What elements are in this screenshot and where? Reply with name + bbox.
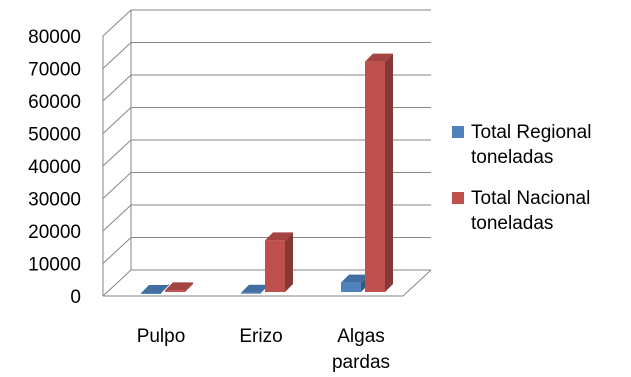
bars — [141, 53, 393, 295]
gridline-side-0 — [102, 269, 132, 297]
bar-nacional-erizo — [265, 232, 293, 292]
legend-swatch-regional — [452, 126, 464, 138]
gridline-side-2 — [102, 204, 132, 232]
bar-front — [141, 293, 161, 295]
gridline-side-5 — [102, 107, 132, 134]
bar-top — [165, 282, 193, 291]
bar-top — [341, 274, 369, 283]
legend-label-nacional-line1: Total Nacional — [471, 188, 591, 209]
bar-front — [341, 282, 361, 292]
gridline-side-1 — [102, 237, 132, 264]
gridline-side-4 — [102, 139, 132, 167]
legend: Total Regional toneladas Total Nacional … — [452, 120, 631, 252]
bar-regional-erizo — [241, 284, 269, 294]
floor-edge — [103, 269, 432, 297]
legend-label-regional-line1: Total Regional — [471, 122, 592, 143]
bar-front — [165, 290, 185, 292]
legend-label-nacional-line2: toneladas — [471, 213, 554, 234]
bar-front — [265, 240, 285, 292]
bar-side — [385, 53, 393, 292]
bar-top — [141, 285, 169, 294]
gridline-side-8 — [102, 9, 132, 37]
x-tick-label-2-0: Algas — [337, 326, 385, 347]
bar-nacional-algas-pardas — [365, 53, 393, 292]
y-tick-label-0: 0 — [70, 287, 81, 308]
bar-side — [285, 232, 293, 292]
bar-top — [365, 53, 393, 62]
legend-label-regional: Total Regional toneladas — [471, 120, 631, 170]
bar-side — [185, 282, 193, 292]
legend-item-regional: Total Regional toneladas — [452, 120, 631, 170]
bar-top — [241, 284, 269, 293]
y-tick-label-2: 20000 — [28, 222, 81, 243]
gridline-side-3 — [102, 172, 132, 199]
bar-top — [265, 232, 293, 241]
bar-front — [365, 61, 385, 292]
bar-front — [241, 292, 261, 294]
legend-swatch-nacional — [452, 192, 464, 204]
legend-label-regional-line2: toneladas — [471, 147, 554, 168]
gridline-side-7 — [102, 42, 132, 69]
x-tick-label-1-0: Erizo — [239, 326, 282, 347]
y-tick-label-5: 50000 — [28, 125, 81, 146]
legend-label-nacional: Total Nacional toneladas — [471, 186, 631, 236]
legend-item-nacional: Total Nacional toneladas — [452, 186, 631, 236]
y-tick-label-3: 30000 — [28, 190, 81, 211]
y-tick-label-7: 70000 — [28, 60, 81, 81]
x-tick-label-2-1: pardas — [332, 352, 390, 373]
gridline-side-6 — [102, 74, 132, 102]
y-tick-label-4: 40000 — [28, 157, 81, 178]
y-tick-label-6: 60000 — [28, 92, 81, 113]
bar-nacional-pulpo — [165, 282, 193, 292]
bar-regional-algas-pardas — [341, 274, 369, 292]
y-tick-label-1: 10000 — [28, 255, 81, 276]
bar-regional-pulpo — [141, 284, 169, 295]
y-tick-label-8: 80000 — [28, 27, 81, 48]
x-axis: Pulpo Erizo Algas pardas — [137, 326, 390, 373]
x-tick-label-0-0: Pulpo — [137, 326, 186, 347]
y-axis: 0 10000 20000 30000 40000 50000 60000 70000 8000… — [28, 27, 81, 308]
